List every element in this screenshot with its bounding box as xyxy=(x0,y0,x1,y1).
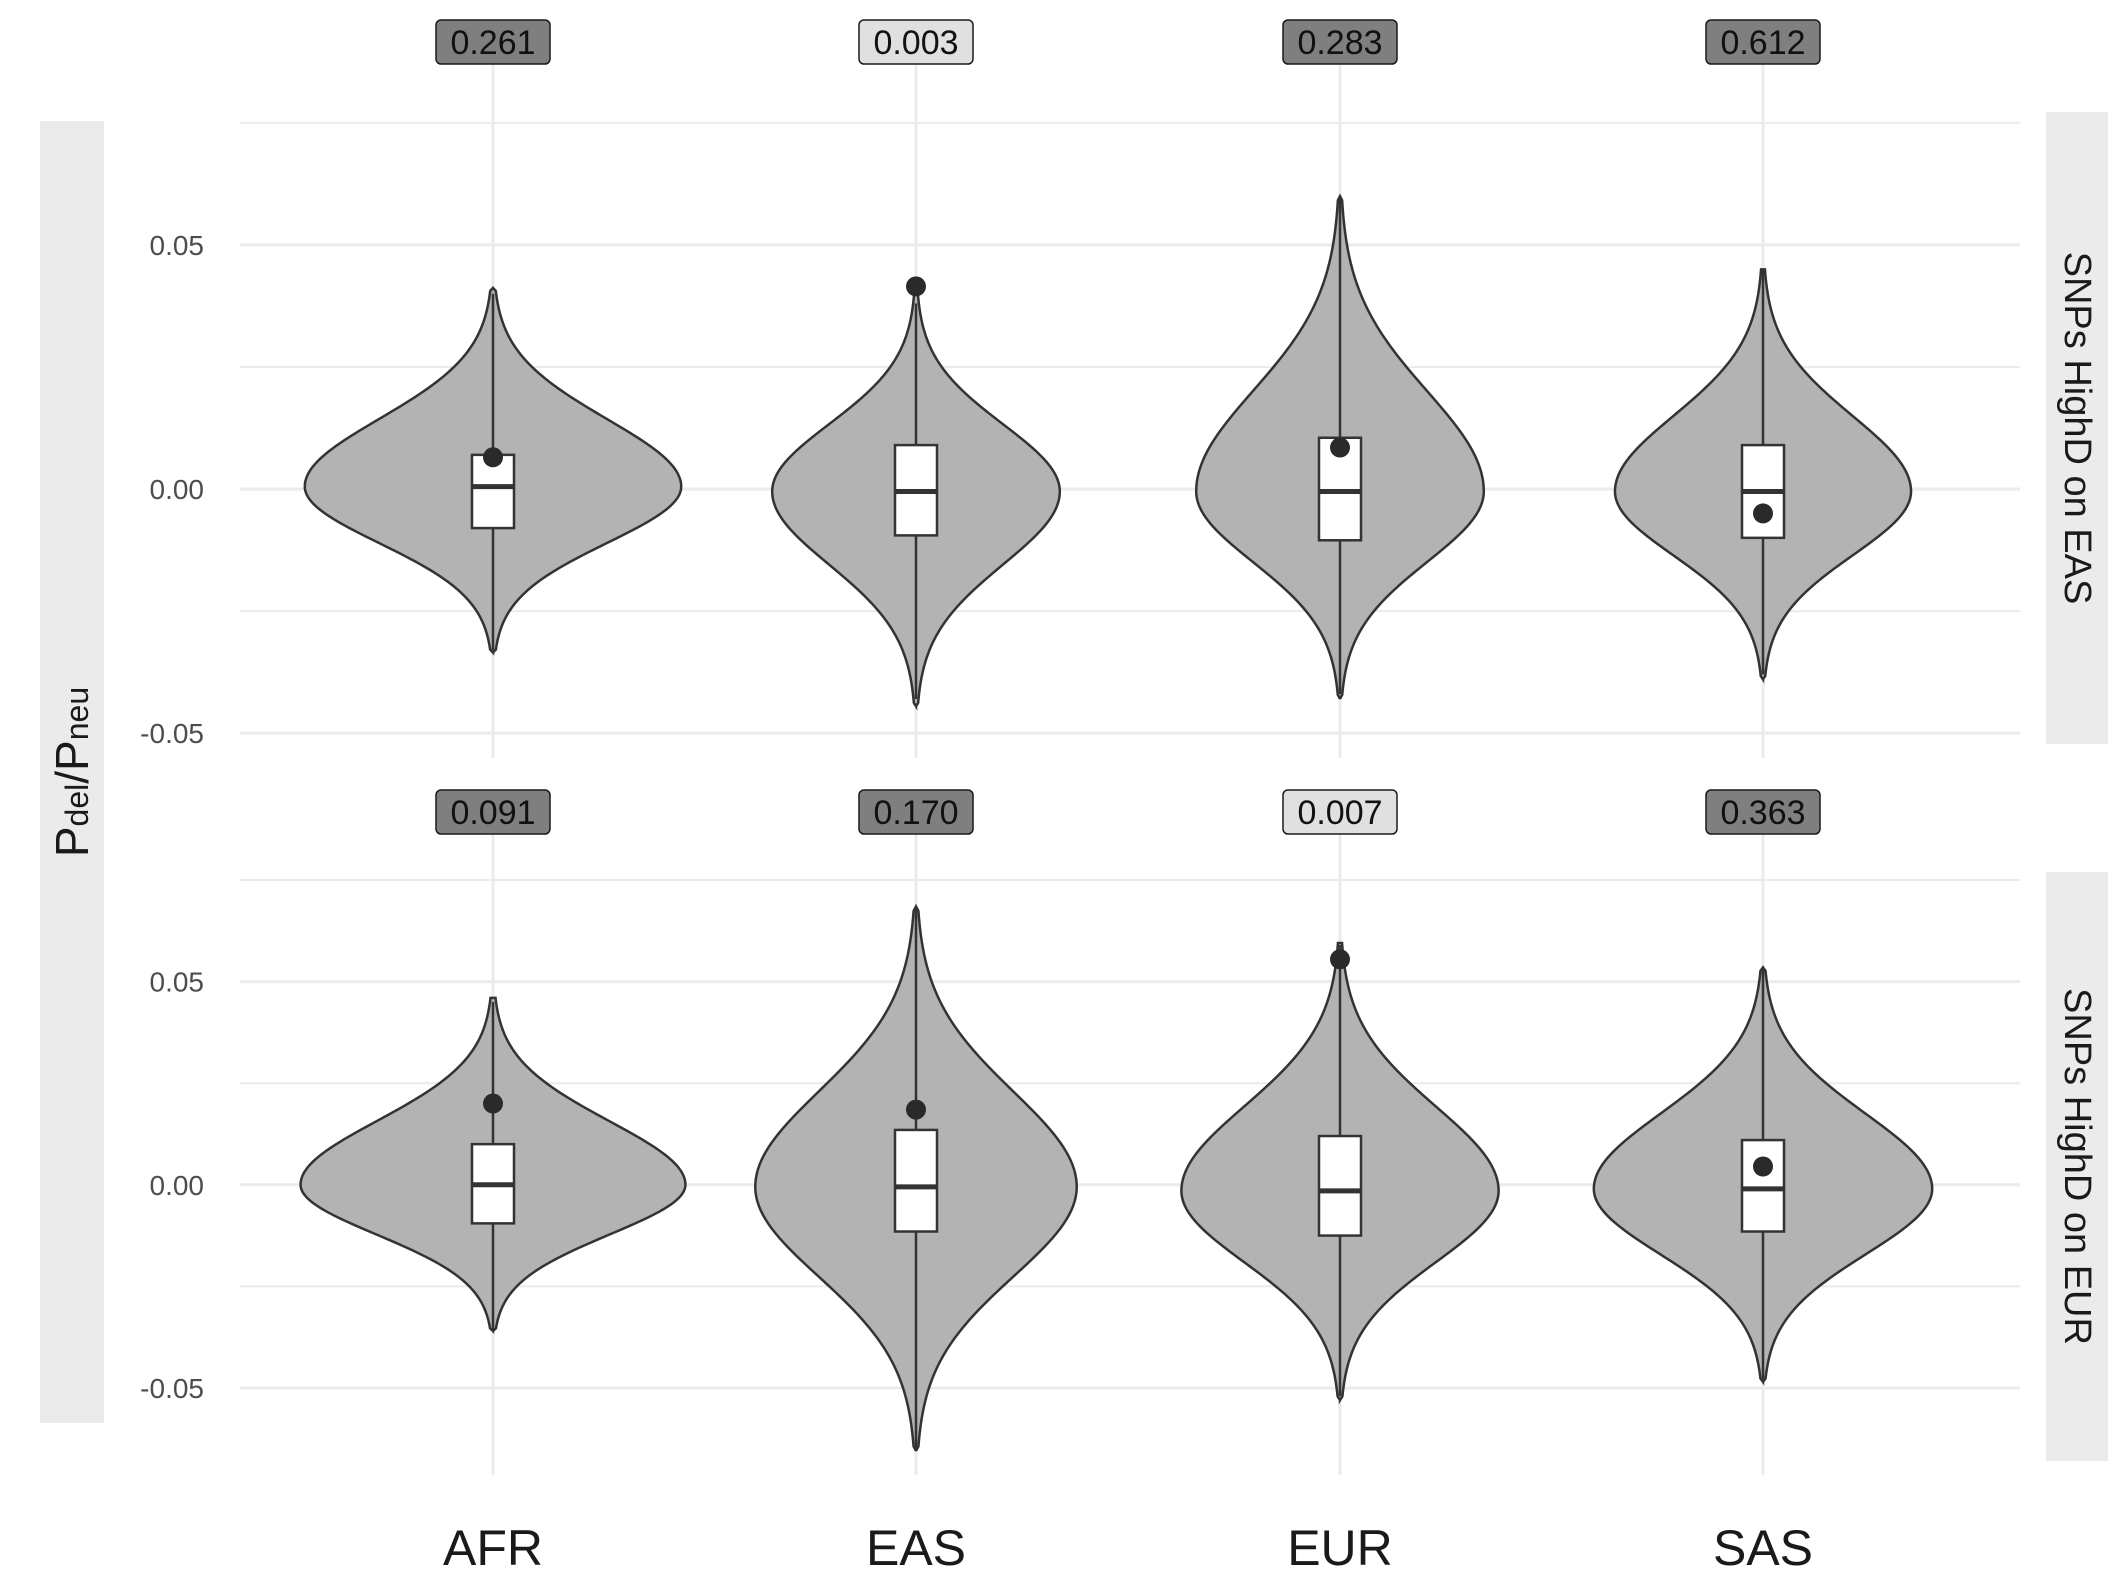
pvalue-label-box xyxy=(435,19,551,65)
violin-group-afr: 0.091 xyxy=(299,789,687,1333)
y-tick-label: -0.05 xyxy=(140,718,204,749)
pvalue-text: 0.091 xyxy=(450,794,535,832)
x-category-label-sas: SAS xyxy=(1713,1520,1813,1576)
mean-point xyxy=(906,1099,926,1120)
panels-layer: 0.05 0.00 -0.05 SNPs HighD on EAS 0.261 0.003… xyxy=(140,19,2108,1475)
facet-strip-background xyxy=(2046,872,2108,1461)
facet-strip-label: SNPs HighD on EAS xyxy=(2056,252,2098,605)
mean-point xyxy=(1330,437,1350,458)
y-axis-title-part: P xyxy=(46,826,98,857)
mean-point xyxy=(483,447,503,468)
facet-strip-background xyxy=(2046,112,2108,744)
mean-point xyxy=(483,1093,503,1114)
y-tick-label: 0.00 xyxy=(150,474,205,505)
violin-group-eur: 0.007 xyxy=(1180,789,1500,1403)
pvalue-text: 0.170 xyxy=(873,794,958,832)
y-tick-label: 0.05 xyxy=(150,967,205,998)
pvalue-text: 0.283 xyxy=(1297,24,1382,62)
pvalue-label-box xyxy=(1705,789,1821,835)
violin-group-eur: 0.283 xyxy=(1194,19,1486,700)
violin-group-sas: 0.612 xyxy=(1613,19,1913,684)
violin-group-eas: 0.170 xyxy=(754,789,1078,1454)
box-iqr xyxy=(1317,1134,1363,1237)
panel-1: 0.05 0.00 -0.05 SNPs HighD on EAS 0.261 0.003… xyxy=(140,19,2108,758)
violin-group-afr: 0.261 xyxy=(303,19,683,656)
pvalue-label-box xyxy=(435,789,551,835)
x-category-label-eur: EUR xyxy=(1287,1520,1393,1576)
y-axis-title-subscript: del xyxy=(59,784,95,827)
y-tick-label: 0.05 xyxy=(150,230,205,261)
box-iqr xyxy=(893,1128,939,1233)
mean-point xyxy=(1753,1156,1773,1177)
y-axis-title-background xyxy=(40,121,104,1423)
mean-point xyxy=(906,276,926,297)
y-axis-title-subscript: neu xyxy=(59,687,95,740)
pvalue-text: 0.612 xyxy=(1720,24,1805,62)
mean-point xyxy=(1330,949,1350,970)
pvalue-label-box xyxy=(1282,19,1398,65)
y-tick-label: 0.00 xyxy=(150,1170,205,1201)
violin-group-sas: 0.363 xyxy=(1592,789,1934,1384)
pvalue-label: 0.003 xyxy=(858,19,974,65)
box-iqr xyxy=(1740,1138,1786,1233)
pvalue-label-box xyxy=(1705,19,1821,65)
pvalue-label: 0.283 xyxy=(1282,19,1398,65)
y-axis-title: Pdel/Pneu xyxy=(46,687,98,857)
y-tick-label: -0.05 xyxy=(140,1373,204,1404)
pvalue-text: 0.363 xyxy=(1720,794,1805,832)
panel-2: 0.05 0.00 -0.05 SNPs HighD on EUR 0.091 0.170… xyxy=(140,789,2108,1475)
pvalue-label: 0.091 xyxy=(435,789,551,835)
pvalue-label-box xyxy=(858,19,974,65)
mean-point xyxy=(1753,503,1773,524)
x-category-label-eas: EAS xyxy=(866,1520,966,1576)
x-category-label-afr: AFR xyxy=(443,1520,543,1576)
pvalue-label: 0.170 xyxy=(858,789,974,835)
pvalue-text: 0.261 xyxy=(450,24,535,62)
facet-strip: SNPs HighD on EUR xyxy=(2046,872,2108,1461)
pvalue-label: 0.363 xyxy=(1705,789,1821,835)
y-axis-title-part: P xyxy=(46,740,98,771)
pvalue-text: 0.007 xyxy=(1297,794,1382,832)
facet-strip: SNPs HighD on EAS xyxy=(2046,112,2108,744)
pvalue-label-box xyxy=(858,789,974,835)
pvalue-label: 0.261 xyxy=(435,19,551,65)
pvalue-text: 0.003 xyxy=(873,24,958,62)
pvalue-label: 0.612 xyxy=(1705,19,1821,65)
violin-group-eas: 0.003 xyxy=(770,19,1062,711)
pvalue-label-box xyxy=(1282,789,1398,835)
y-axis-title-part: / xyxy=(46,771,98,784)
facet-strip-label: SNPs HighD on EUR xyxy=(2056,988,2098,1345)
pvalue-label: 0.007 xyxy=(1282,789,1398,835)
